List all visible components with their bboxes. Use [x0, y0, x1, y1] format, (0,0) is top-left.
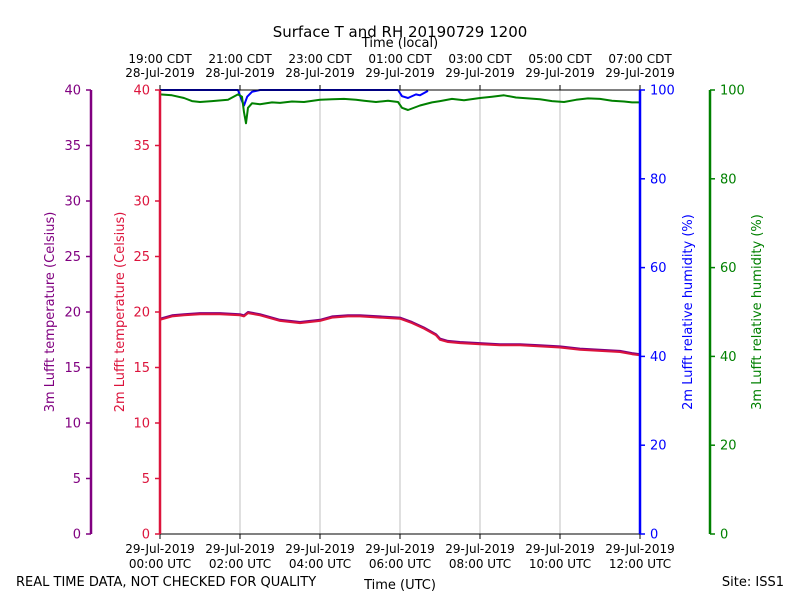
x-tick-date: 29-Jul-2019 — [125, 542, 195, 556]
quality-disclaimer: REAL TIME DATA, NOT CHECKED FOR QUALITY — [16, 575, 317, 590]
y-tick-label: 100 — [720, 84, 745, 99]
gridlines — [239, 90, 561, 534]
top-tick-date: 29-Jul-2019 — [365, 66, 435, 80]
top-tick-date: 29-Jul-2019 — [525, 66, 595, 80]
y-tick-label: 40 — [720, 350, 737, 365]
y-axis-label-temp2m: 2m Lufft temperature (Celsius) — [113, 212, 128, 413]
top-tick-time: 07:00 CDT — [608, 52, 672, 66]
y-tick-label: 10 — [133, 417, 150, 432]
x-axis-label: Time (UTC) — [363, 578, 436, 593]
x-tick-time: 10:00 UTC — [529, 557, 591, 571]
y-tick-label: 20 — [64, 306, 81, 321]
y-tick-label: 5 — [73, 472, 81, 487]
x-tick-time: 00:00 UTC — [129, 557, 191, 571]
x-tick-time: 12:00 UTC — [609, 557, 671, 571]
top-tick-date: 29-Jul-2019 — [445, 66, 515, 80]
top-tick-date: 28-Jul-2019 — [205, 66, 275, 80]
y-tick-label: 0 — [720, 528, 728, 543]
x-tick-date: 29-Jul-2019 — [445, 542, 515, 556]
x-tick-date: 29-Jul-2019 — [285, 542, 355, 556]
y-axis-rh3m: 0 20 40 60 80 100 3m Lufft relative humidity (… — [708, 84, 765, 543]
x-tick-date: 29-Jul-2019 — [525, 542, 595, 556]
top-tick-date: 28-Jul-2019 — [285, 66, 355, 80]
y-tick-label: 5 — [142, 472, 150, 487]
site-label: Site: ISS1 — [721, 575, 784, 590]
y-tick-label: 10 — [64, 417, 81, 432]
y-tick-label: 25 — [64, 250, 81, 265]
y-tick-label: 100 — [650, 84, 675, 99]
y-tick-label: 40 — [650, 350, 667, 365]
series-line-temp2m — [159, 312, 641, 357]
x-tick-time: 02:00 UTC — [209, 557, 271, 571]
y-axis-label-rh2m: 2m Lufft relative humidity (%) — [681, 214, 696, 410]
top-axis-label: Time (local) — [361, 36, 438, 51]
y-tick-label: 25 — [133, 250, 150, 265]
y-tick-label: 20 — [650, 439, 667, 454]
x-tick-date: 29-Jul-2019 — [605, 542, 675, 556]
y-tick-label: 0 — [142, 528, 150, 543]
top-tick-time: 19:00 CDT — [128, 52, 192, 66]
y-tick-label: 15 — [133, 361, 150, 376]
x-tick-time: 04:00 UTC — [289, 557, 351, 571]
series-line-rh2m — [160, 89, 429, 107]
series-line-rh3m — [159, 93, 640, 125]
y-tick-label: 30 — [64, 195, 81, 210]
y-tick-label: 35 — [133, 139, 150, 154]
top-tick-time: 23:00 CDT — [288, 52, 352, 66]
y-tick-label: 40 — [133, 84, 150, 99]
y-tick-label: 0 — [650, 528, 658, 543]
y-axis-temp2m: 0 5 10 15 20 25 30 35 40 2m Lufft temperature (Ce… — [113, 84, 162, 543]
y-tick-label: 20 — [720, 439, 737, 454]
y-axis-label-rh3m: 3m Lufft relative humidity (%) — [750, 214, 765, 410]
y-tick-label: 40 — [64, 84, 81, 99]
y-axis-rh2m: 0 20 40 60 80 100 2m Lufft relative humidity (… — [638, 84, 696, 543]
y-axis-temp3m: 0 5 10 15 20 25 30 35 40 3m Lufft temperature (Ce… — [43, 84, 93, 543]
x-tick-time: 06:00 UTC — [369, 557, 431, 571]
top-tick-date: 28-Jul-2019 — [125, 66, 195, 80]
chart-title: Surface T and RH 20190729 1200 — [273, 23, 528, 41]
top-tick-date: 29-Jul-2019 — [605, 66, 675, 80]
x-tick-date: 29-Jul-2019 — [365, 542, 435, 556]
top-tick-time: 05:00 CDT — [528, 52, 592, 66]
top-tick-time: 01:00 CDT — [368, 52, 432, 66]
series-line-temp3m — [159, 311, 641, 356]
top-tick-time: 21:00 CDT — [208, 52, 272, 66]
y-axis-label-temp3m: 3m Lufft temperature (Celsius) — [43, 212, 58, 413]
y-tick-label: 20 — [133, 306, 150, 321]
y-tick-label: 80 — [650, 172, 667, 187]
y-tick-label: 60 — [650, 261, 667, 276]
series-layer — [159, 89, 641, 357]
y-tick-label: 30 — [133, 195, 150, 210]
y-tick-label: 60 — [720, 261, 737, 276]
y-tick-label: 0 — [73, 528, 81, 543]
y-tick-label: 35 — [64, 139, 81, 154]
y-tick-label: 80 — [720, 172, 737, 187]
x-tick-date: 29-Jul-2019 — [205, 542, 275, 556]
top-tick-time: 03:00 CDT — [448, 52, 512, 66]
y-tick-label: 15 — [64, 361, 81, 376]
x-tick-time: 08:00 UTC — [449, 557, 511, 571]
y-axes: 0 5 10 15 20 25 30 35 40 3m Lufft temperature (Ce… — [43, 84, 765, 543]
